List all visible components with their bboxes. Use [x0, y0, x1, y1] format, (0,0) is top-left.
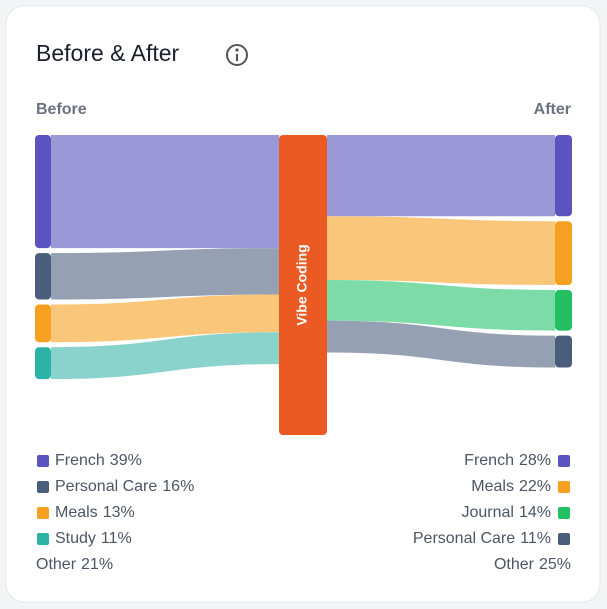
node-bar — [35, 347, 51, 380]
legend-value: 14% — [519, 504, 551, 521]
node-bar — [555, 335, 572, 368]
legend-value: 28% — [519, 452, 551, 469]
center-node — [279, 135, 327, 435]
legend-name: Personal Care — [413, 530, 515, 547]
flows — [51, 135, 555, 380]
flow — [51, 294, 279, 343]
legend-entry: French 28% — [464, 452, 551, 469]
legend-name: Meals — [55, 504, 98, 521]
legend-value: 13% — [103, 504, 135, 521]
flow — [327, 135, 555, 217]
legend-value: 39% — [110, 452, 142, 469]
legend-swatch — [558, 507, 570, 519]
flow — [51, 248, 279, 300]
chart-title: Before & After — [36, 40, 180, 66]
legend-entry: Meals 13% — [55, 504, 135, 521]
flow — [51, 135, 279, 249]
legend-name: Study — [55, 530, 96, 547]
legend-value: 16% — [162, 478, 194, 495]
legend-swatch — [37, 481, 49, 493]
legend-swatch — [558, 533, 570, 545]
flow — [51, 332, 279, 380]
legend-swatch — [37, 507, 49, 519]
left-label: Before — [36, 101, 87, 118]
info-icon[interactable] — [226, 44, 248, 66]
legend-entry: Personal Care 11% — [413, 530, 551, 547]
node-bar — [555, 290, 572, 331]
legend-value: 11% — [520, 530, 551, 547]
legend-name: French — [464, 452, 514, 469]
right-label: After — [534, 101, 571, 118]
legend-name: Other — [36, 556, 77, 573]
legend-entry: Other 21% — [36, 556, 113, 573]
legend-name: Personal Care — [55, 478, 157, 495]
node-bar — [35, 304, 51, 343]
legend-swatch — [558, 481, 570, 493]
legend-name: Other — [494, 556, 535, 573]
legend-entry: Meals 22% — [471, 478, 551, 495]
legend-value: 21% — [81, 556, 113, 573]
node-bar — [555, 221, 572, 285]
legend-value: 11% — [101, 530, 132, 547]
flow — [327, 216, 555, 285]
legend-swatch — [37, 455, 49, 467]
legend-name: Journal — [461, 504, 513, 521]
legend-swatch — [37, 533, 49, 545]
legend-entry: Journal 14% — [461, 504, 551, 521]
flow — [327, 280, 555, 331]
legend-value: 25% — [539, 556, 571, 573]
legend-swatch — [558, 455, 570, 467]
node-bar — [35, 253, 51, 300]
flow — [327, 320, 555, 368]
legend-name: Meals — [471, 478, 514, 495]
legend-name: French — [55, 452, 105, 469]
legend-entry: Study 11% — [55, 530, 132, 547]
node-bar — [555, 135, 572, 217]
legend-entry: Personal Care 16% — [55, 478, 194, 495]
legend-entry: Other 25% — [494, 556, 571, 573]
node-bar — [35, 135, 51, 249]
center-label: Vibe Coding — [294, 244, 310, 325]
legend-entry: French 39% — [55, 452, 142, 469]
legend-value: 22% — [519, 478, 551, 495]
